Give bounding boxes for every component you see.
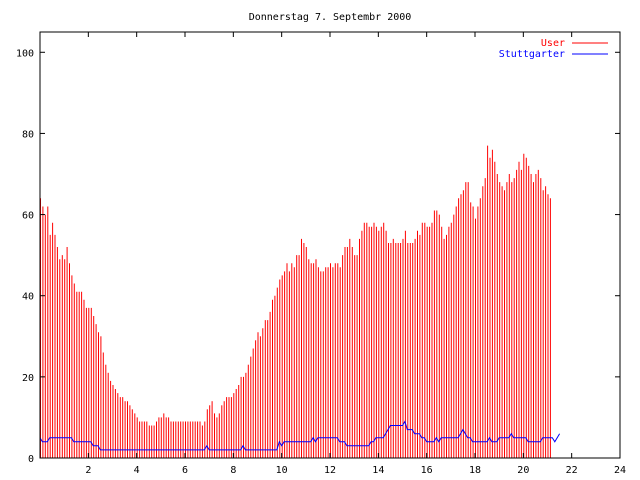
y-tick-label: 60 xyxy=(22,211,34,222)
x-tick-label: 12 xyxy=(324,465,336,476)
y-axis: 0 20 40 60 80 100 xyxy=(16,48,620,465)
x-tick-label: 20 xyxy=(517,465,529,476)
x-tick-label: 6 xyxy=(182,465,188,476)
x-tick-label: 16 xyxy=(421,465,433,476)
x-tick-label: 8 xyxy=(230,465,236,476)
stuttgarter-series-line xyxy=(39,420,561,451)
x-tick-label: 10 xyxy=(276,465,288,476)
x-tick-label: 18 xyxy=(469,465,481,476)
legend-label-user: User xyxy=(541,38,565,49)
x-tick-label: 24 xyxy=(614,465,626,476)
y-tick-label: 80 xyxy=(22,129,34,140)
y-tick-label: 40 xyxy=(22,292,34,303)
y-tick-label: 100 xyxy=(16,48,34,59)
chart-title: Donnerstag 7. Septembr 2000 xyxy=(249,12,412,23)
x-tick-label: 2 xyxy=(85,465,91,476)
x-tick-label: 22 xyxy=(566,465,578,476)
x-tick-label: 4 xyxy=(134,465,140,476)
user-series xyxy=(40,145,551,458)
x-tick-label: 14 xyxy=(372,465,384,476)
y-tick-label: 20 xyxy=(22,373,34,384)
legend-label-stuttgarter: Stuttgarter xyxy=(499,49,565,60)
legend: User Stuttgarter xyxy=(499,38,608,60)
x-axis: 2 4 6 8 10 12 14 16 18 20 22 24 xyxy=(85,32,626,476)
y-tick-label: 0 xyxy=(28,454,34,465)
